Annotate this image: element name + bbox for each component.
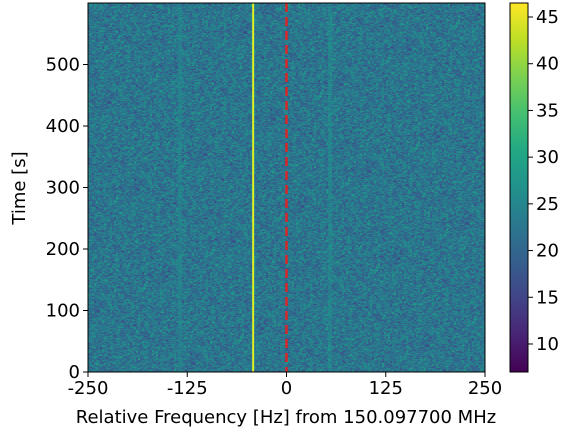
y-tick-label: 300 bbox=[46, 178, 80, 199]
x-tick-label: -250 bbox=[68, 378, 109, 399]
x-axis-label: Relative Frequency [Hz] from 150.097700 … bbox=[76, 407, 496, 428]
colorbar-tick-label: 10 bbox=[536, 334, 559, 355]
colorbar-tick-label: 15 bbox=[536, 287, 559, 308]
x-tick-label: 0 bbox=[281, 378, 292, 399]
y-tick-label: 0 bbox=[69, 362, 80, 383]
y-axis: 0 100 200 300 400 500 bbox=[46, 55, 88, 383]
x-axis: -250 -125 0 125 250 bbox=[68, 372, 502, 399]
colorbar bbox=[509, 2, 529, 373]
y-axis-label: Time [s] bbox=[9, 151, 30, 225]
colorbar-tick-label: 40 bbox=[536, 54, 559, 75]
x-tick-label: -125 bbox=[167, 378, 208, 399]
colorbar-tick-label: 25 bbox=[536, 194, 559, 215]
x-tick-label: 125 bbox=[369, 378, 403, 399]
y-tick-label: 200 bbox=[46, 239, 80, 260]
y-tick-label: 500 bbox=[46, 55, 80, 76]
x-tick-label: 250 bbox=[468, 378, 502, 399]
colorbar-axis: 10 15 20 25 30 35 40 45 bbox=[528, 7, 559, 355]
y-tick-label: 100 bbox=[46, 301, 80, 322]
colorbar-tick-label: 30 bbox=[536, 147, 559, 168]
colorbar-tick-label: 20 bbox=[536, 241, 559, 262]
y-tick-label: 400 bbox=[46, 116, 80, 137]
colorbar-tick-label: 35 bbox=[536, 100, 559, 121]
plot-area bbox=[88, 3, 485, 372]
colorbar-tick-label: 45 bbox=[536, 7, 559, 28]
